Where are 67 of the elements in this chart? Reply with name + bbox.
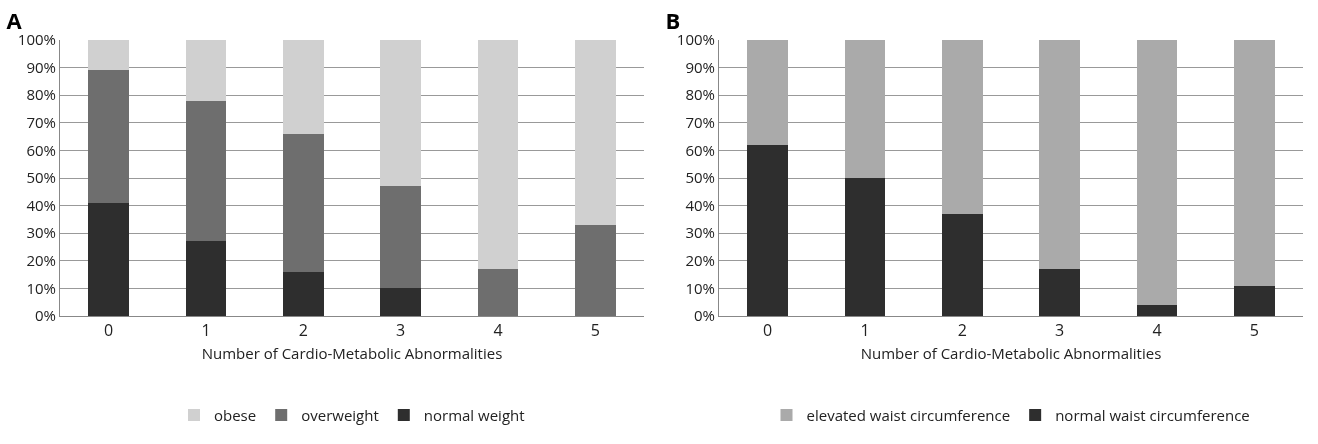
y-tick-label: 0% [35, 305, 56, 326]
bar [1039, 269, 1081, 316]
bar [185, 40, 227, 101]
y-tick-label: 30% [26, 222, 56, 243]
bar [844, 178, 886, 316]
bar [88, 70, 130, 203]
x-tick-label: 0 [104, 319, 114, 342]
bar [380, 186, 422, 289]
y-tick-label: 20% [685, 250, 715, 271]
bar [1233, 285, 1275, 316]
y-tick-label: 70% [26, 112, 56, 133]
y-tick-label: 40% [26, 194, 56, 215]
bar [574, 40, 616, 225]
bar [941, 213, 983, 316]
y-tick-label: 90% [685, 56, 715, 77]
bar [380, 288, 422, 316]
y-tick-label: 40% [685, 194, 715, 215]
legend-label: elevated waist circumference [806, 404, 1011, 425]
x-axis-title: Number of Cardio-Metabolic Abnormalities [201, 343, 503, 364]
x-tick-label: 2 [298, 319, 308, 342]
bar [88, 202, 130, 316]
x-tick-label: 5 [590, 319, 600, 342]
y-tick-label: 10% [685, 277, 715, 298]
bar [477, 269, 519, 316]
y-tick-label: 10% [26, 277, 56, 298]
y-tick-label: 60% [685, 139, 715, 160]
bar [941, 40, 983, 214]
y-tick-label: 20% [26, 250, 56, 271]
x-tick-label: 4 [493, 319, 503, 342]
y-tick-label: 0% [694, 305, 715, 326]
x-tick-label: 2 [957, 319, 967, 342]
bar [282, 40, 324, 134]
x-tick-label: 1 [860, 319, 870, 342]
legend-label: overweight [301, 404, 379, 425]
bar [282, 133, 324, 272]
x-tick-label: 5 [1249, 319, 1259, 342]
bar [1233, 40, 1275, 286]
y-tick-label: 50% [685, 167, 715, 188]
bar [1136, 304, 1178, 316]
x-tick-label: 4 [1152, 319, 1162, 342]
y-tick-label: 80% [26, 84, 56, 105]
bar [1136, 40, 1178, 305]
bar [185, 241, 227, 316]
x-tick-label: 1 [201, 319, 211, 342]
x-axis-title: Number of Cardio-Metabolic Abnormalities [860, 343, 1162, 364]
y-tick-label: 50% [26, 167, 56, 188]
y-tick-label: 30% [685, 222, 715, 243]
bar [477, 40, 519, 270]
bar [185, 100, 227, 242]
bar [844, 40, 886, 178]
x-tick-label: 3 [396, 319, 406, 342]
legend-label: obese [214, 404, 257, 425]
legend-label: normal weight [423, 404, 525, 425]
y-tick-label: 80% [685, 84, 715, 105]
x-tick-label: 3 [1055, 319, 1065, 342]
y-tick-label: 70% [685, 112, 715, 133]
legend-label: normal waist circumference [1055, 404, 1250, 425]
y-tick-label: 60% [26, 139, 56, 160]
bar [747, 40, 789, 145]
bar [1039, 40, 1081, 270]
bar [747, 144, 789, 316]
y-tick-label: 90% [26, 56, 56, 77]
bar [88, 40, 130, 71]
bar [574, 224, 616, 316]
bar [282, 271, 324, 316]
x-tick-label: 0 [763, 319, 773, 342]
bar [380, 40, 422, 187]
